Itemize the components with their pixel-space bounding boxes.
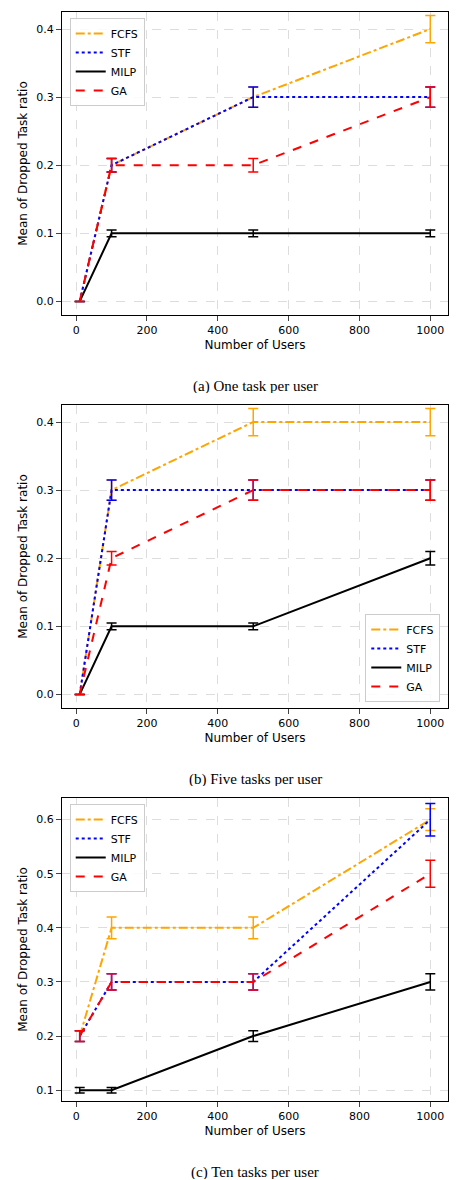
svg-text:FCFS: FCFS <box>406 624 433 637</box>
svg-text:200: 200 <box>136 324 157 337</box>
svg-text:0.4: 0.4 <box>36 23 54 36</box>
svg-text:0.2: 0.2 <box>36 1030 54 1043</box>
svg-text:0.5: 0.5 <box>36 868 54 881</box>
svg-text:0.1: 0.1 <box>36 227 54 240</box>
svg-text:0.2: 0.2 <box>36 552 54 565</box>
svg-text:Number of Users: Number of Users <box>204 1124 305 1138</box>
svg-text:0.1: 0.1 <box>36 620 54 633</box>
svg-text:0.4: 0.4 <box>36 922 54 935</box>
svg-text:(b) Five tasks per user: (b) Five tasks per user <box>189 771 322 786</box>
svg-text:(c) Ten tasks per user: (c) Ten tasks per user <box>191 1164 319 1179</box>
svg-text:(a) One task per user: (a) One task per user <box>193 378 318 393</box>
svg-text:Number of Users: Number of Users <box>204 338 305 352</box>
svg-text:0.0: 0.0 <box>36 295 54 308</box>
svg-text:FCFS: FCFS <box>111 28 138 41</box>
svg-text:200: 200 <box>136 1110 157 1123</box>
svg-text:400: 400 <box>207 717 228 730</box>
svg-text:0.3: 0.3 <box>36 976 54 989</box>
svg-text:STF: STF <box>111 833 131 846</box>
svg-text:0: 0 <box>73 324 80 337</box>
svg-text:800: 800 <box>349 717 370 730</box>
svg-text:0: 0 <box>73 1110 80 1123</box>
svg-text:0.2: 0.2 <box>36 159 54 172</box>
svg-text:STF: STF <box>111 47 131 60</box>
svg-text:Mean of Dropped Task ratio: Mean of Dropped Task ratio <box>16 474 30 639</box>
svg-text:0: 0 <box>73 717 80 730</box>
svg-text:STF: STF <box>406 643 426 656</box>
svg-text:1000: 1000 <box>416 1110 444 1123</box>
svg-text:0.3: 0.3 <box>36 484 54 497</box>
svg-text:GA: GA <box>406 681 423 694</box>
svg-text:400: 400 <box>207 324 228 337</box>
svg-text:Mean of Dropped Task ratio: Mean of Dropped Task ratio <box>16 81 30 246</box>
svg-text:GA: GA <box>111 85 128 98</box>
svg-text:400: 400 <box>207 1110 228 1123</box>
svg-text:600: 600 <box>278 717 299 730</box>
svg-text:FCFS: FCFS <box>111 814 138 827</box>
svg-text:200: 200 <box>136 717 157 730</box>
svg-text:MILP: MILP <box>406 662 432 675</box>
svg-text:1000: 1000 <box>416 324 444 337</box>
svg-text:0.0: 0.0 <box>36 688 54 701</box>
svg-text:800: 800 <box>349 1110 370 1123</box>
svg-text:0.3: 0.3 <box>36 91 54 104</box>
svg-text:MILP: MILP <box>111 66 137 79</box>
svg-text:800: 800 <box>349 324 370 337</box>
svg-text:0.1: 0.1 <box>36 1084 54 1097</box>
svg-text:Number of Users: Number of Users <box>204 731 305 745</box>
svg-text:0.6: 0.6 <box>36 813 54 826</box>
svg-text:0.4: 0.4 <box>36 416 54 429</box>
svg-text:1000: 1000 <box>416 717 444 730</box>
svg-text:GA: GA <box>111 871 128 884</box>
svg-text:600: 600 <box>278 1110 299 1123</box>
svg-text:600: 600 <box>278 324 299 337</box>
svg-text:MILP: MILP <box>111 852 137 865</box>
svg-text:Mean of Dropped Task ratio: Mean of Dropped Task ratio <box>16 867 30 1032</box>
